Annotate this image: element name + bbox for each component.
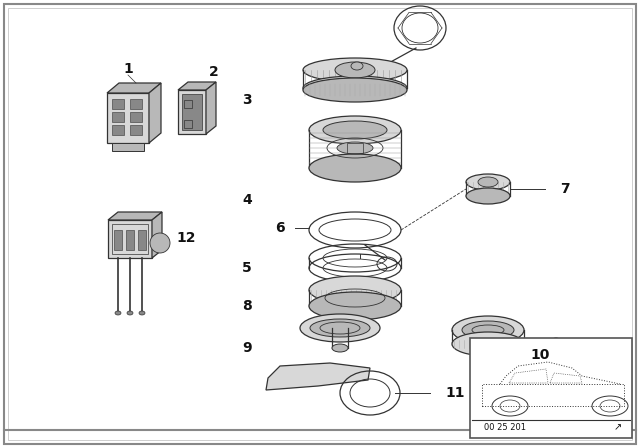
Ellipse shape (139, 311, 145, 315)
Ellipse shape (335, 62, 375, 78)
Ellipse shape (478, 177, 498, 187)
Text: 4: 4 (242, 193, 252, 207)
Ellipse shape (320, 322, 360, 334)
Ellipse shape (323, 121, 387, 139)
Ellipse shape (452, 316, 524, 344)
Ellipse shape (462, 321, 514, 339)
Polygon shape (152, 212, 162, 258)
Text: 6: 6 (275, 221, 285, 235)
Bar (107, 93, 149, 143)
Bar (184, 100, 192, 108)
Bar (178, 90, 206, 134)
Bar (114, 230, 122, 250)
Text: 5: 5 (242, 261, 252, 275)
Ellipse shape (332, 344, 348, 352)
Bar (347, 143, 363, 153)
Ellipse shape (310, 319, 370, 337)
Text: 3: 3 (242, 93, 252, 107)
Ellipse shape (303, 76, 407, 100)
Ellipse shape (466, 188, 510, 204)
Bar (126, 230, 134, 250)
Text: 1: 1 (123, 62, 133, 76)
Polygon shape (178, 82, 216, 90)
Polygon shape (206, 82, 216, 134)
Polygon shape (108, 212, 162, 220)
Text: ↗: ↗ (614, 422, 622, 432)
Bar (138, 230, 146, 250)
Ellipse shape (466, 174, 510, 190)
Polygon shape (149, 83, 161, 143)
Ellipse shape (303, 58, 407, 82)
Ellipse shape (115, 311, 121, 315)
Bar (130, 125, 142, 135)
Text: 10: 10 (531, 348, 550, 362)
Text: 8: 8 (242, 299, 252, 313)
Ellipse shape (351, 62, 363, 70)
Ellipse shape (303, 78, 407, 102)
Text: 9: 9 (242, 341, 252, 355)
Ellipse shape (309, 116, 401, 144)
Polygon shape (266, 363, 370, 390)
Bar (182, 94, 202, 130)
Bar (112, 143, 144, 151)
Ellipse shape (127, 311, 133, 315)
Bar (108, 220, 152, 258)
Ellipse shape (150, 233, 170, 253)
Ellipse shape (309, 276, 401, 304)
Bar (112, 112, 124, 122)
Ellipse shape (309, 154, 401, 182)
Ellipse shape (472, 325, 504, 335)
Text: 00 25 201: 00 25 201 (484, 422, 526, 431)
Ellipse shape (548, 338, 564, 366)
Polygon shape (107, 83, 161, 93)
Ellipse shape (452, 332, 524, 356)
Bar (112, 99, 124, 109)
Text: 12: 12 (176, 231, 195, 245)
Bar (130, 112, 142, 122)
Text: 2: 2 (209, 65, 219, 79)
Ellipse shape (300, 314, 380, 342)
Bar (130, 99, 142, 109)
Ellipse shape (309, 292, 401, 320)
Text: 7: 7 (560, 182, 570, 196)
Text: 11: 11 (445, 386, 465, 400)
Ellipse shape (337, 142, 373, 154)
Bar (112, 224, 148, 254)
Bar (470, 338, 632, 438)
Bar (112, 125, 124, 135)
Bar (184, 120, 192, 128)
